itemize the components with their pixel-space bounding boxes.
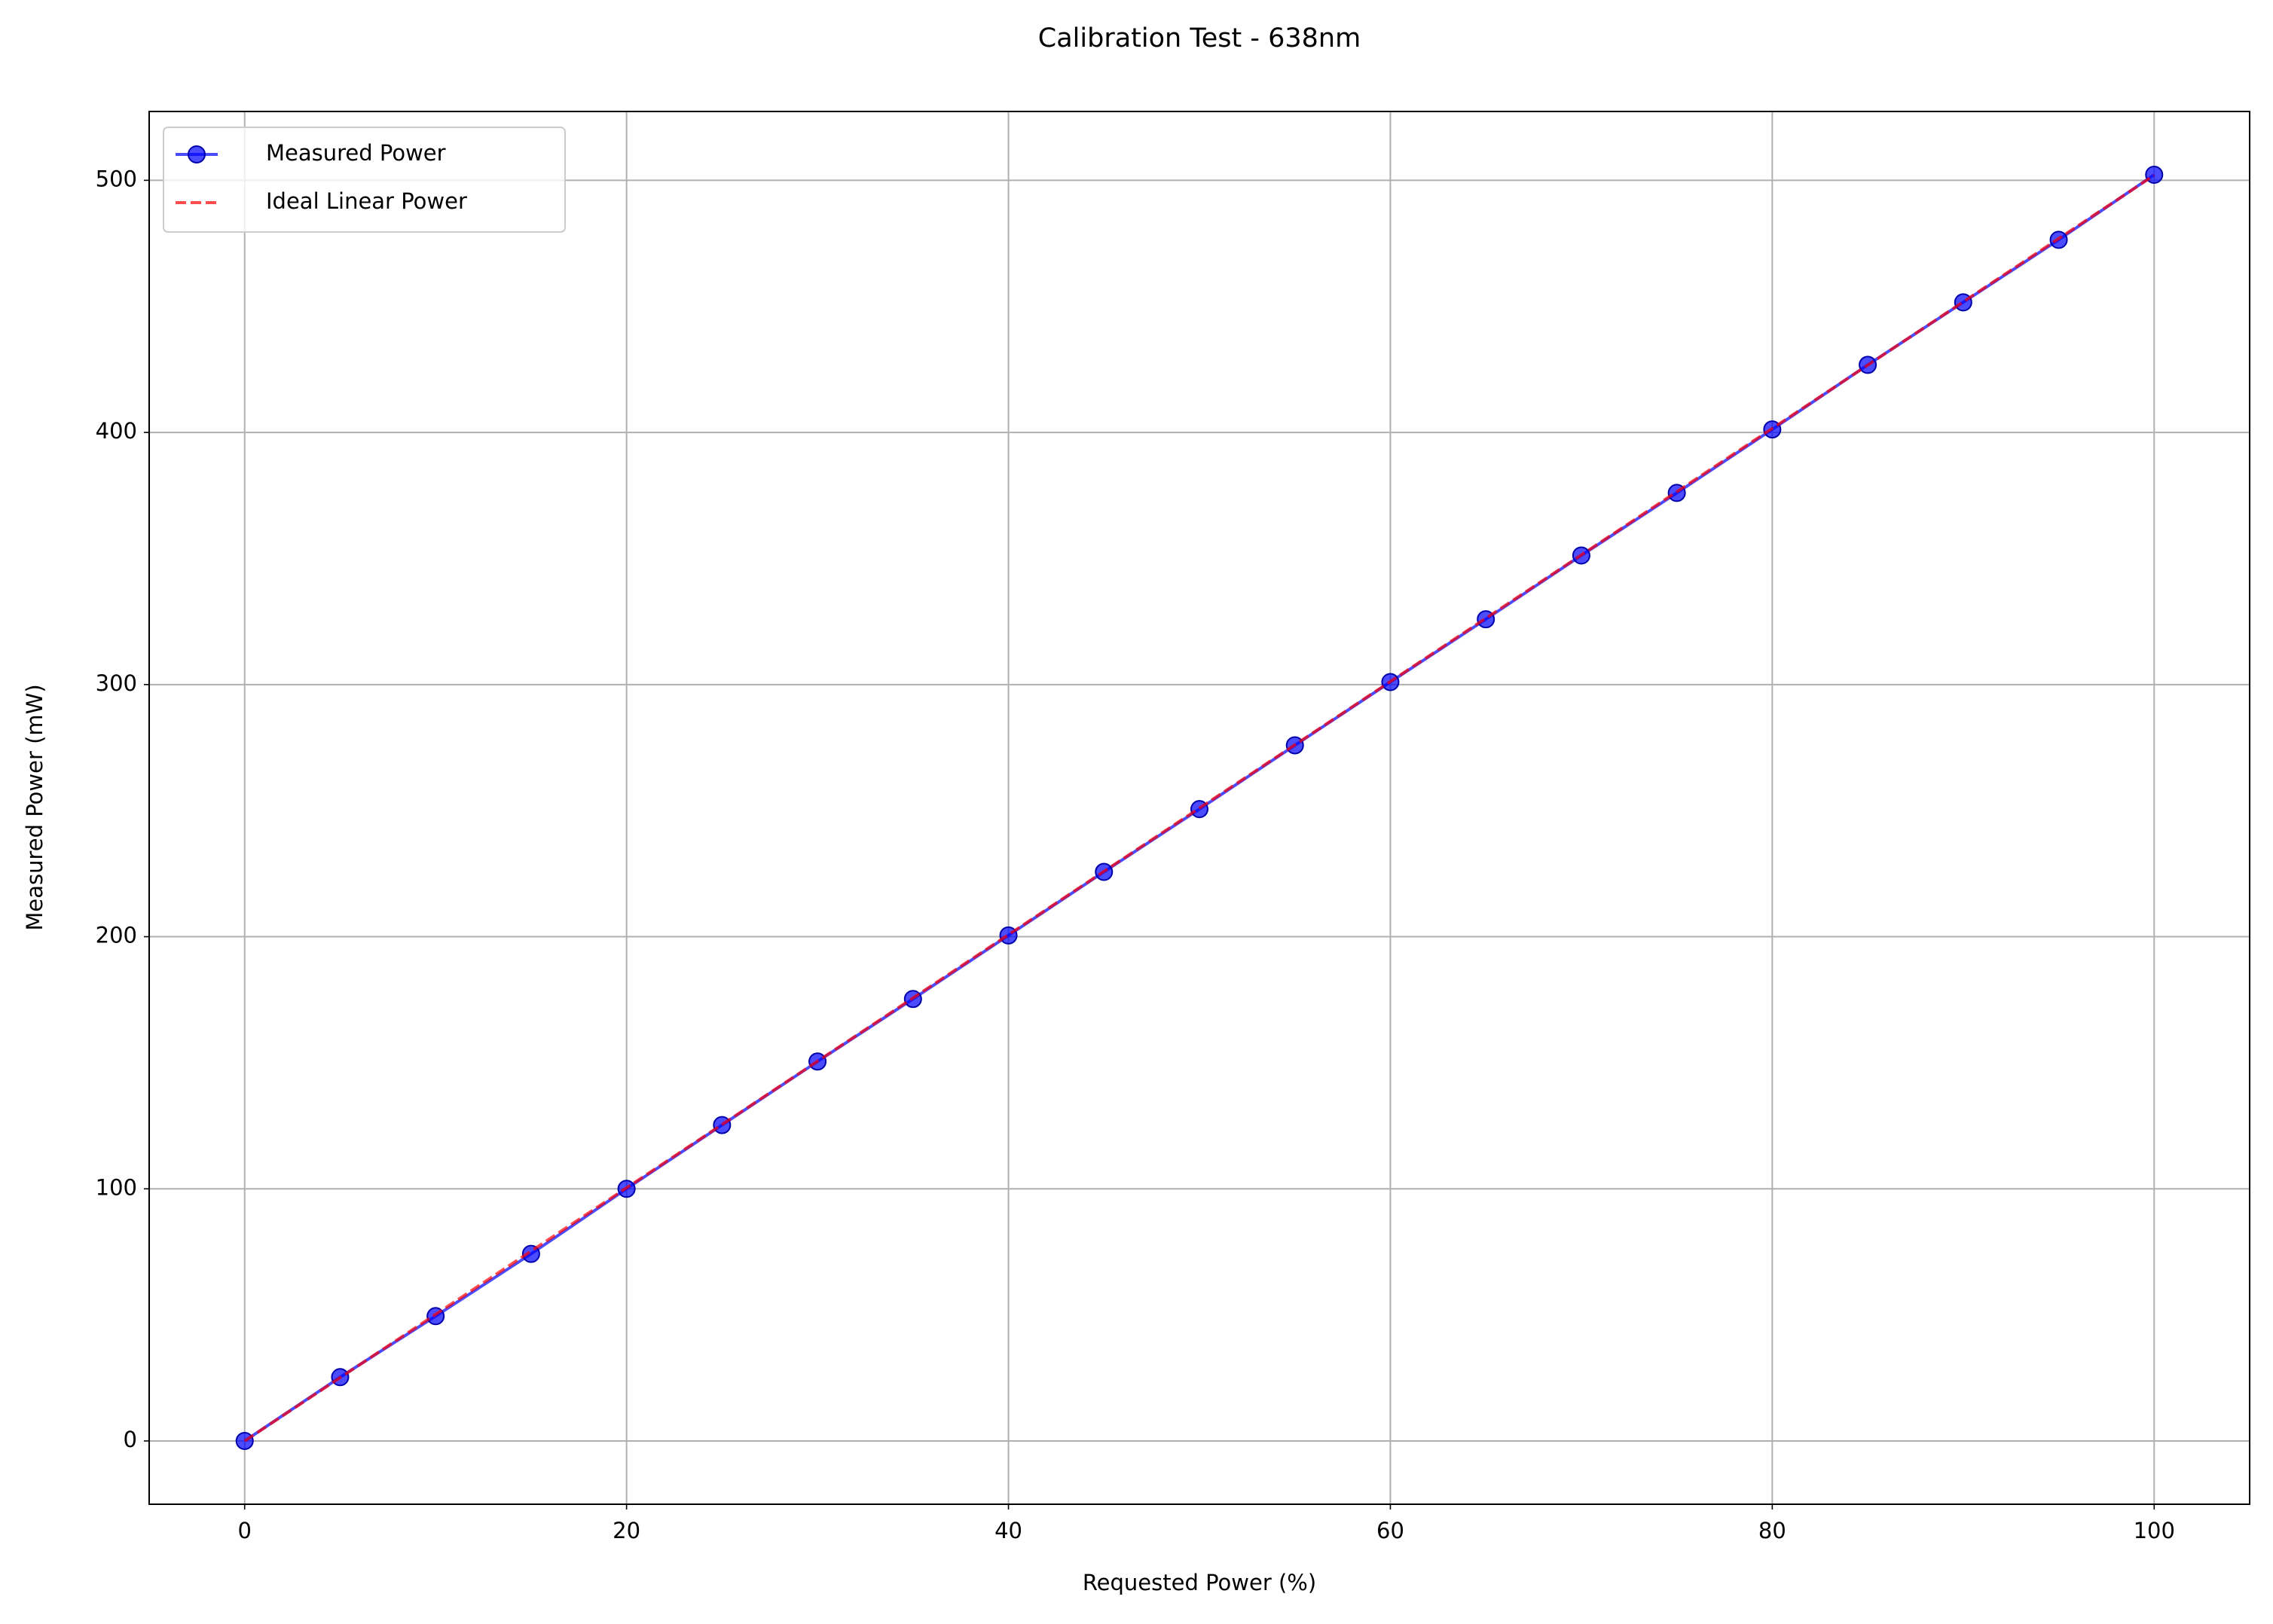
x-tick-label: 20 — [613, 1518, 640, 1543]
x-tick-label: 80 — [1758, 1518, 1786, 1543]
y-tick-label: 200 — [96, 923, 137, 948]
legend-box — [163, 127, 566, 233]
legend-label: Ideal Linear Power — [266, 188, 467, 214]
y-tick-label: 400 — [96, 418, 137, 444]
legend: Measured Power Ideal Linear Power — [163, 127, 566, 233]
chart-title: Calibration Test - 638nm — [1038, 23, 1361, 53]
legend-label: Measured Power — [266, 140, 446, 166]
x-tick-label: 0 — [238, 1518, 252, 1543]
x-axis-label: Requested Power (%) — [1083, 1570, 1316, 1595]
x-tick-label: 100 — [2134, 1518, 2175, 1543]
y-tick-label: 300 — [96, 670, 137, 696]
legend-marker — [188, 145, 206, 163]
plot-frame — [148, 111, 2250, 1505]
y-tick-label: 100 — [96, 1174, 137, 1200]
y-tick-label: 0 — [124, 1427, 137, 1452]
y-axis-label: Measured Power (mW) — [22, 684, 47, 930]
x-tick-label: 60 — [1376, 1518, 1404, 1543]
series-line — [243, 174, 2155, 1442]
y-tick-label: 500 — [96, 166, 137, 191]
x-tick-label: 40 — [994, 1518, 1022, 1543]
